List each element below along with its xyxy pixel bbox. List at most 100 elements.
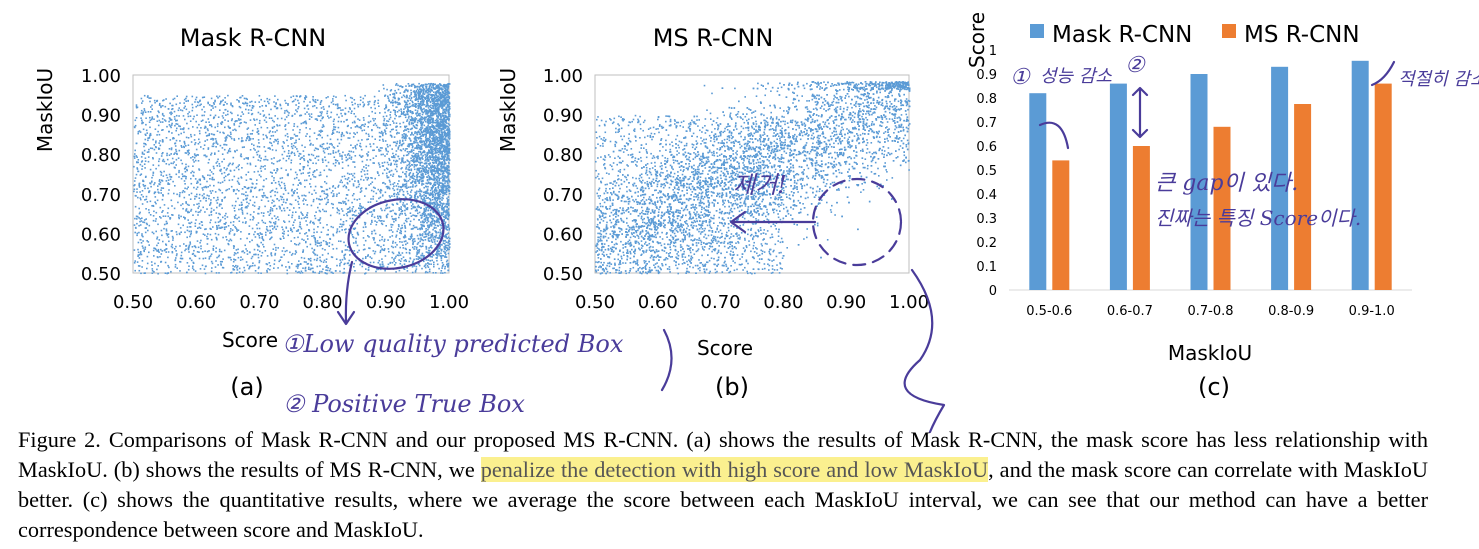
scatter-point [396, 101, 399, 104]
scatter-point [318, 130, 321, 132]
scatter-point [200, 103, 202, 106]
scatter-point [305, 122, 308, 125]
scatter-point [326, 142, 329, 145]
scatter-point [149, 116, 151, 119]
scatter-point [187, 219, 189, 221]
scatter-point [172, 137, 174, 140]
scatter-point [240, 115, 242, 117]
scatter-point [204, 257, 207, 259]
scatter-point [333, 156, 336, 158]
scatter-point [429, 255, 432, 258]
scatter-point [227, 174, 229, 176]
scatter-point [263, 246, 265, 248]
scatter-point [285, 169, 287, 171]
scatter-point [358, 212, 360, 215]
scatter-point [179, 128, 182, 130]
scatter-point [428, 83, 430, 85]
scatter-point [341, 131, 343, 134]
scatter-point [420, 197, 423, 200]
scatter-point [149, 132, 152, 135]
scatter-point [385, 133, 387, 135]
scatter-point [372, 250, 375, 252]
scatter-point [195, 148, 198, 151]
scatter-point [409, 165, 412, 167]
scatter-point [149, 182, 151, 184]
scatter-point [225, 138, 227, 141]
scatter-point [429, 223, 432, 226]
scatter-point [383, 169, 386, 171]
scatter-point [229, 162, 231, 165]
scatter-point [429, 249, 431, 252]
scatter-point [259, 167, 262, 170]
scatter-point [348, 259, 350, 262]
scatter-point [386, 124, 389, 126]
scatter-point [330, 111, 333, 114]
scatter-point [426, 115, 429, 117]
scatter-point [251, 239, 253, 242]
scatter-point [256, 244, 259, 247]
scatter-point [215, 237, 218, 240]
scatter-point [145, 175, 147, 178]
scatter-point [405, 85, 407, 87]
scatter-point [353, 132, 355, 134]
scatter-point [263, 114, 266, 116]
scatter-point [205, 126, 207, 129]
scatter-point [356, 125, 359, 128]
scatter-point [192, 214, 194, 216]
scatter-point [279, 259, 282, 261]
scatter-point [370, 223, 372, 225]
scatter-point [266, 269, 268, 272]
scatter-point [314, 243, 317, 246]
scatter-point [351, 110, 353, 112]
scatter-point [193, 249, 195, 252]
scatter-point [402, 202, 405, 204]
scatter-point [319, 210, 322, 213]
scatter-point [269, 229, 271, 232]
scatter-point [302, 172, 304, 174]
scatter-point [413, 168, 416, 171]
scatter-point [154, 128, 157, 130]
scatter-point [409, 212, 412, 214]
scatter-point [429, 122, 432, 124]
scatter-point [437, 187, 440, 189]
scatter-point [299, 158, 302, 160]
scatter-point [295, 109, 297, 111]
scatter-point [142, 235, 144, 238]
scatter-point [298, 260, 300, 262]
scatter-point [203, 106, 205, 108]
scatter-point [279, 184, 281, 187]
scatter-point [146, 151, 149, 153]
scatter-point [429, 198, 432, 200]
scatter-point [351, 220, 353, 223]
scatter-point [410, 196, 413, 199]
scatter-point [304, 267, 307, 270]
scatter-point [178, 169, 180, 172]
scatter-point [173, 207, 176, 210]
scatter-point [416, 121, 419, 124]
scatter-point [371, 221, 373, 223]
scatter-point [436, 128, 438, 130]
scatter-point [254, 101, 257, 103]
scatter-point [175, 231, 178, 233]
scatter-point [273, 157, 275, 159]
scatter-point [270, 206, 272, 209]
scatter-point [227, 242, 229, 245]
scatter-point [364, 272, 366, 275]
scatter-point [351, 208, 354, 210]
scatter-point [346, 262, 349, 265]
scatter-point [313, 252, 315, 255]
scatter-point [157, 130, 159, 133]
scatter-point [282, 147, 284, 150]
scatter-point [306, 212, 309, 214]
scatter-point [180, 215, 182, 218]
scatter-point [187, 144, 190, 146]
scatter-point [153, 118, 155, 120]
scatter-point [240, 122, 242, 124]
scatter-point [218, 203, 221, 206]
scatter-point [345, 202, 347, 205]
scatter-point [212, 107, 214, 109]
scatter-point [354, 146, 357, 148]
scatter-point [295, 176, 298, 179]
scatter-point [148, 244, 150, 246]
scatter-point [170, 118, 172, 121]
